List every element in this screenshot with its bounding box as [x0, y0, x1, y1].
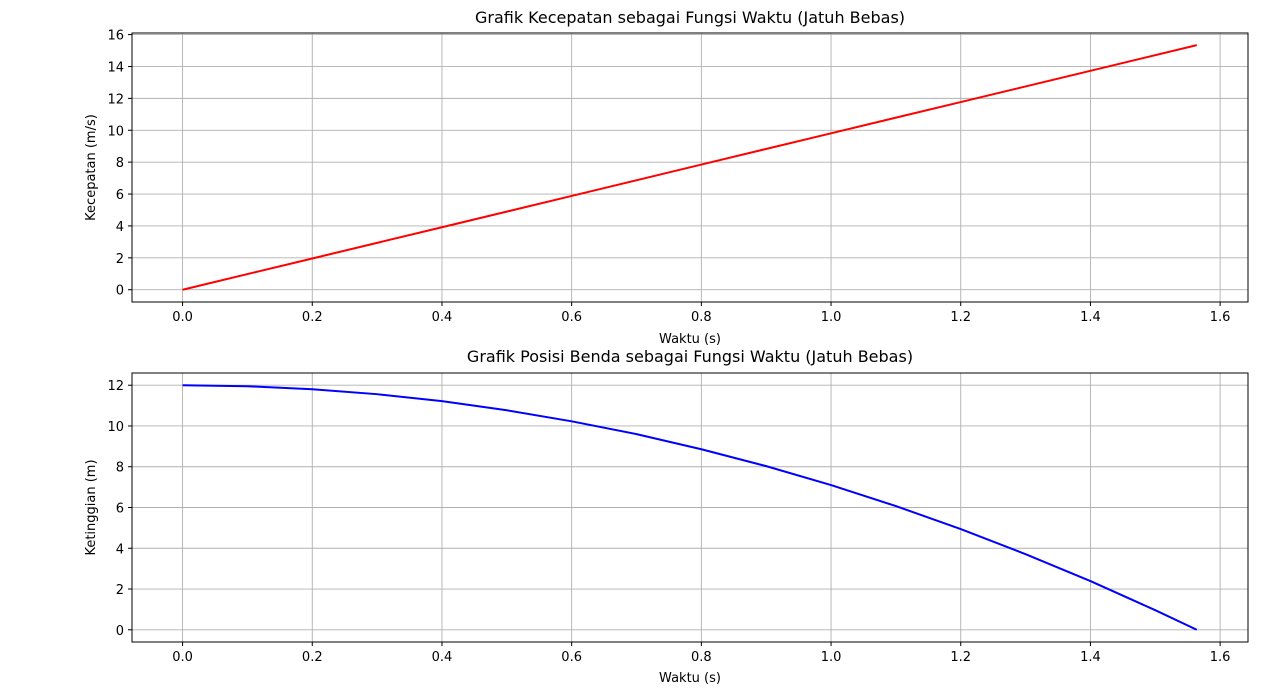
y-tick-label: 2 — [116, 583, 124, 598]
velocity-series-line — [182, 44, 1198, 291]
x-tick-label: 1.4 — [1080, 650, 1101, 665]
x-tick-label: 0.4 — [432, 650, 453, 665]
x-tick-label: 1.6 — [1210, 650, 1231, 665]
y-tick-label: 0 — [116, 284, 124, 299]
y-tick-label: 8 — [116, 461, 124, 476]
x-tick-label: 0.2 — [302, 650, 323, 665]
position-chart-title: Grafik Posisi Benda sebagai Fungsi Waktu… — [467, 347, 913, 366]
velocity-chart-title: Grafik Kecepatan sebagai Fungsi Waktu (J… — [475, 8, 905, 27]
x-tick-label: 1.6 — [1210, 310, 1231, 325]
y-tick-label: 8 — [116, 156, 124, 171]
x-tick-label: 0.2 — [302, 310, 323, 325]
x-tick-label: 0.0 — [172, 650, 193, 665]
x-tick-label: 1.4 — [1080, 310, 1101, 325]
x-tick-label: 0.0 — [172, 310, 193, 325]
velocity-y-axis-label: Kecepatan (m/s) — [84, 114, 99, 221]
position-series-line — [182, 384, 1198, 631]
x-tick-label: 0.8 — [691, 650, 712, 665]
y-tick-label: 16 — [107, 29, 124, 44]
x-tick-label: 1.0 — [821, 310, 842, 325]
y-tick-label: 4 — [116, 542, 124, 557]
x-tick-label: 0.6 — [561, 650, 582, 665]
x-tick-label: 0.6 — [561, 310, 582, 325]
y-tick-label: 12 — [107, 379, 124, 394]
velocity-subplot: 0.0 0.2 0.4 0.6 0.8 1.0 1.2 1.4 1.6 0 2 4 6 8 10 12 14 16… — [84, 8, 1249, 347]
y-tick-label: 6 — [116, 188, 124, 203]
position-x-axis-label: Waktu (s) — [659, 671, 721, 686]
x-tick-label: 1.0 — [821, 650, 842, 665]
y-tick-label: 4 — [116, 220, 124, 235]
plot-area-frame — [131, 32, 1249, 303]
x-tick-label: 1.2 — [950, 650, 971, 665]
position-subplot: 0.0 0.2 0.4 0.6 0.8 1.0 1.2 1.4 1.6 0 2 4 6 8 10 12 Graf… — [84, 347, 1249, 686]
y-tick-label: 10 — [107, 124, 124, 139]
x-tick-label: 0.4 — [432, 310, 453, 325]
y-tick-label: 6 — [116, 502, 124, 517]
velocity-x-axis-label: Waktu (s) — [659, 332, 721, 347]
x-tick-label: 1.2 — [950, 310, 971, 325]
y-tick-label: 14 — [107, 60, 124, 75]
position-y-axis-label: Ketinggian (m) — [84, 459, 99, 555]
y-tick-label: 10 — [107, 420, 124, 435]
y-tick-label: 2 — [116, 252, 124, 267]
y-tick-label: 12 — [107, 92, 124, 107]
x-tick-label: 0.8 — [691, 310, 712, 325]
y-tick-label: 0 — [116, 624, 124, 639]
